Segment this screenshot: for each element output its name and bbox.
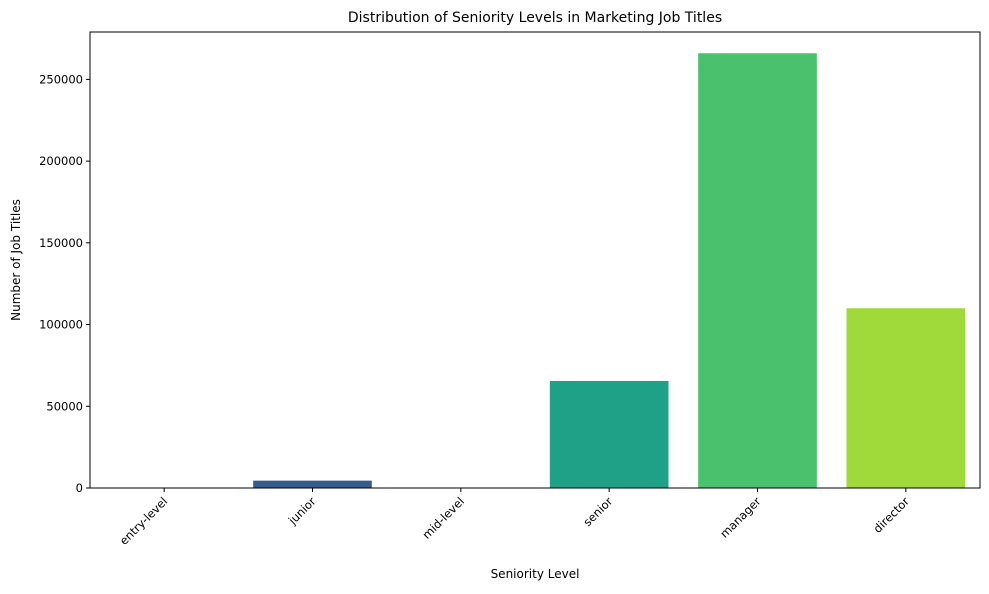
y-axis-ticks: 0 50000 100000 150000 200000 250000 [39, 72, 90, 495]
x-tick-label: mid-level [419, 494, 467, 542]
chart-title: Distribution of Seniority Levels in Mark… [348, 10, 722, 26]
x-tick-label: junior [285, 494, 319, 528]
x-axis-label: Seniority Level [491, 567, 580, 581]
x-tick-label: entry-level [117, 494, 171, 548]
bar-director [847, 308, 966, 488]
plot-area [105, 53, 965, 488]
bar-junior [253, 481, 372, 488]
bar-manager [698, 53, 817, 488]
y-axis-label: Number of Job Titles [9, 199, 23, 321]
y-tick-label: 250000 [39, 72, 83, 86]
bar-senior [550, 381, 669, 488]
x-tick-label: director [870, 494, 912, 536]
x-tick-label: senior [580, 494, 615, 529]
y-tick-label: 50000 [46, 399, 83, 413]
x-axis-ticks: entry-level junior mid-level senior manager d… [117, 488, 912, 548]
y-tick-label: 150000 [39, 236, 83, 250]
y-tick-label: 100000 [39, 318, 83, 332]
y-tick-label: 200000 [39, 154, 83, 168]
x-tick-label: manager [717, 494, 764, 541]
y-tick-label: 0 [76, 481, 83, 495]
